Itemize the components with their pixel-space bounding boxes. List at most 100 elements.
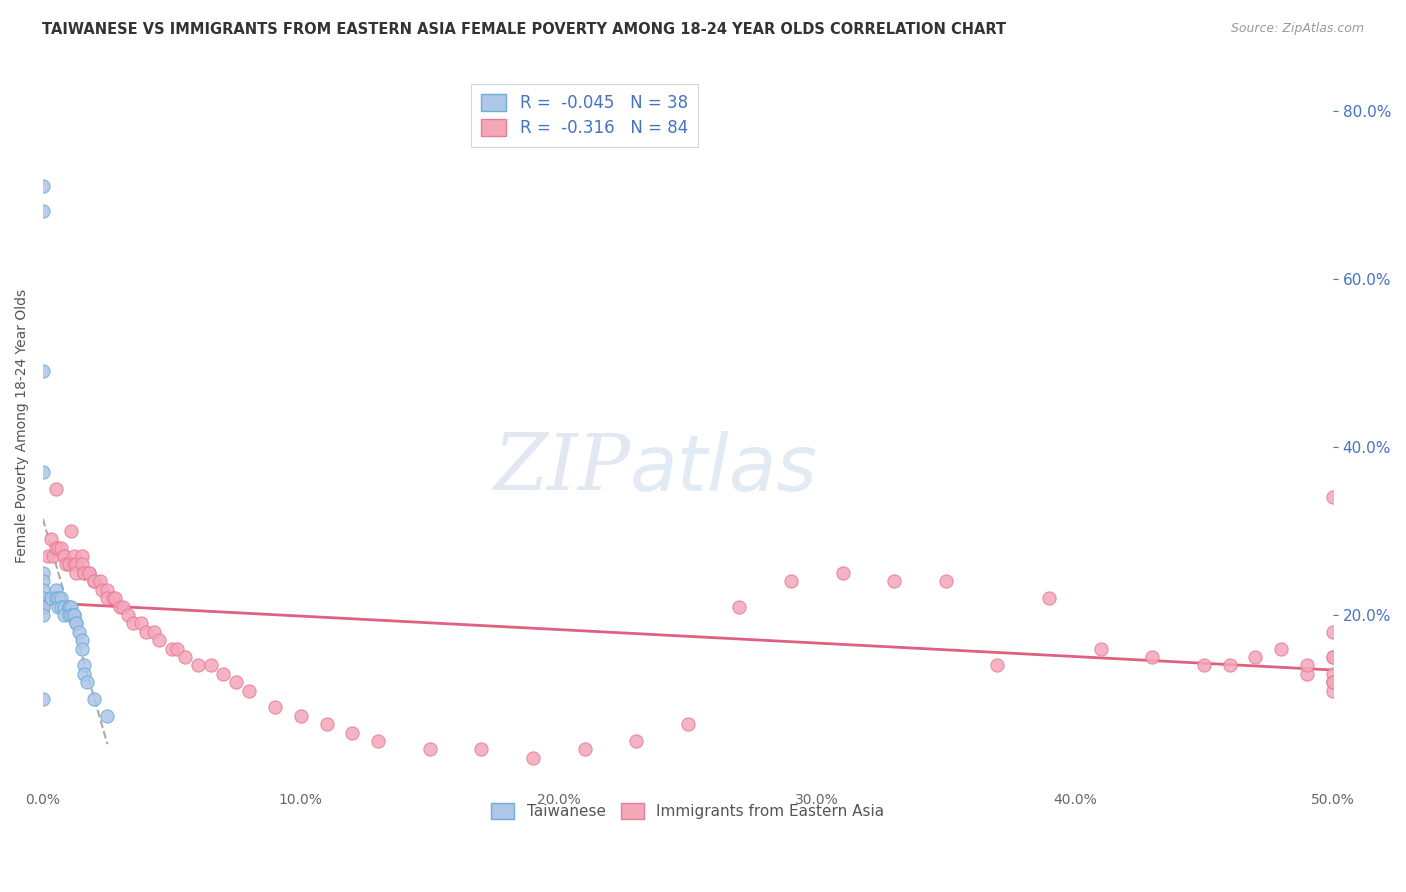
- Point: [73, 658, 96, 673]
- Point: [110, 599, 132, 614]
- Point: [1322, 675, 1344, 690]
- Point: [70, 558, 93, 572]
- Y-axis label: Female Poverty Among 18-24 Year Olds: Female Poverty Among 18-24 Year Olds: [15, 289, 30, 563]
- Point: [1322, 490, 1344, 504]
- Point: [626, 734, 648, 748]
- Point: [111, 599, 134, 614]
- Point: [32, 607, 55, 622]
- Point: [32, 599, 55, 614]
- Point: [58, 599, 80, 614]
- Point: [342, 725, 364, 739]
- Point: [32, 364, 55, 378]
- Point: [65, 616, 87, 631]
- Point: [60, 607, 83, 622]
- Point: [49, 541, 72, 555]
- Text: ZIP: ZIP: [492, 431, 630, 507]
- Point: [1322, 675, 1344, 690]
- Point: [212, 666, 235, 681]
- Point: [58, 599, 80, 614]
- Point: [45, 482, 67, 496]
- Point: [52, 549, 75, 563]
- Point: [780, 574, 803, 589]
- Point: [91, 582, 114, 597]
- Text: TAIWANESE VS IMMIGRANTS FROM EASTERN ASIA FEMALE POVERTY AMONG 18-24 YEAR OLDS C: TAIWANESE VS IMMIGRANTS FROM EASTERN ASI…: [42, 22, 1007, 37]
- Point: [1322, 649, 1344, 664]
- Point: [122, 616, 145, 631]
- Point: [49, 599, 72, 614]
- Point: [96, 591, 118, 606]
- Point: [1270, 641, 1292, 656]
- Point: [148, 633, 170, 648]
- Point: [63, 607, 86, 622]
- Point: [238, 683, 260, 698]
- Point: [831, 566, 853, 580]
- Point: [101, 591, 124, 606]
- Point: [935, 574, 957, 589]
- Point: [32, 179, 55, 194]
- Point: [1322, 649, 1344, 664]
- Point: [32, 566, 55, 580]
- Point: [67, 624, 90, 639]
- Point: [676, 717, 699, 731]
- Point: [1296, 658, 1319, 673]
- Point: [1140, 649, 1163, 664]
- Point: [1296, 666, 1319, 681]
- Text: Source: ZipAtlas.com: Source: ZipAtlas.com: [1230, 22, 1364, 36]
- Point: [79, 566, 101, 580]
- Point: [32, 574, 55, 589]
- Point: [49, 591, 72, 606]
- Point: [32, 204, 55, 219]
- Point: [419, 742, 441, 756]
- Point: [45, 591, 67, 606]
- Point: [522, 751, 544, 765]
- Point: [264, 700, 287, 714]
- Point: [574, 742, 596, 756]
- Point: [70, 633, 93, 648]
- Point: [32, 692, 55, 706]
- Point: [52, 599, 75, 614]
- Point: [39, 591, 62, 606]
- Point: [986, 658, 1008, 673]
- Point: [60, 524, 83, 538]
- Point: [104, 591, 127, 606]
- Point: [39, 591, 62, 606]
- Point: [1219, 658, 1241, 673]
- Point: [65, 558, 87, 572]
- Point: [60, 599, 83, 614]
- Point: [48, 599, 70, 614]
- Point: [1090, 641, 1112, 656]
- Point: [89, 574, 111, 589]
- Point: [83, 692, 105, 706]
- Point: [187, 658, 209, 673]
- Point: [58, 558, 80, 572]
- Point: [70, 641, 93, 656]
- Point: [32, 465, 55, 479]
- Point: [1322, 675, 1344, 690]
- Point: [315, 717, 337, 731]
- Point: [173, 649, 195, 664]
- Point: [96, 708, 118, 723]
- Point: [65, 616, 87, 631]
- Point: [160, 641, 183, 656]
- Point: [58, 558, 80, 572]
- Point: [52, 549, 75, 563]
- Point: [883, 574, 905, 589]
- Point: [367, 734, 389, 748]
- Point: [117, 607, 139, 622]
- Point: [1322, 666, 1344, 681]
- Point: [73, 566, 96, 580]
- Point: [52, 607, 75, 622]
- Point: [37, 549, 59, 563]
- Point: [48, 541, 70, 555]
- Point: [200, 658, 222, 673]
- Point: [73, 566, 96, 580]
- Point: [79, 566, 101, 580]
- Point: [728, 599, 751, 614]
- Point: [166, 641, 188, 656]
- Point: [63, 558, 86, 572]
- Point: [39, 533, 62, 547]
- Point: [65, 566, 87, 580]
- Point: [32, 591, 55, 606]
- Point: [32, 599, 55, 614]
- Point: [48, 591, 70, 606]
